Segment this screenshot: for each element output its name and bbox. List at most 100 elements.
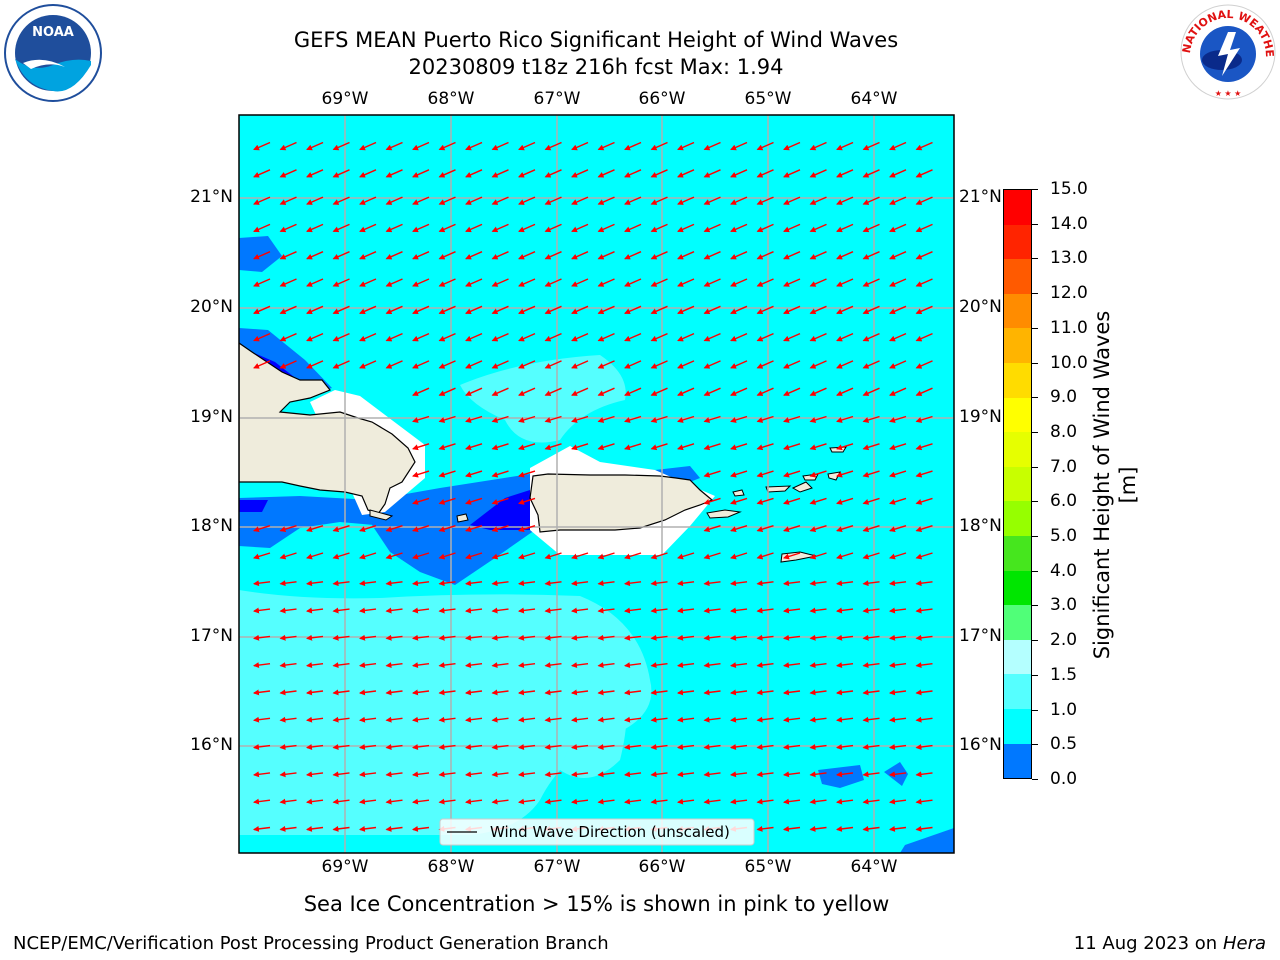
wind-direction-arrow [624,662,642,669]
wind-direction-arrow [279,825,297,832]
wind-direction-arrow [730,223,748,233]
wind-direction-arrow [385,169,403,178]
wind-direction-arrow [836,662,854,669]
wind-direction-arrow [915,689,933,696]
wind-direction-arrow [889,580,907,587]
wind-direction-arrow [332,305,350,315]
wind-direction-arrow [385,771,403,778]
wind-direction-arrow [809,169,827,178]
wind-direction-arrow [809,716,827,723]
wind-direction-arrow [677,443,695,451]
wind-direction-arrow [756,360,774,369]
colorbar-tick-label: 1.5 [1050,664,1078,685]
wind-direction-arrow [385,332,403,342]
wind-direction-arrow [650,169,668,178]
colorbar-tick-mark [1032,501,1038,503]
wind-direction-arrow [836,141,854,151]
wind-direction-arrow [571,387,589,396]
colorbar-segment [1004,362,1031,398]
wind-direction-arrow [359,744,377,750]
wind-direction-arrow [862,415,880,423]
wind-direction-arrow [730,305,748,315]
wind-direction-arrow [491,580,509,587]
wind-direction-arrow [253,607,271,614]
wind-direction-arrow [756,552,774,560]
wind-direction-arrow [597,443,615,451]
wind-direction-arrow [438,387,456,396]
wind-direction-arrow [544,387,562,396]
wind-direction-arrow [332,607,350,614]
wind-direction-arrow [915,716,933,723]
wind-direction-arrow [253,662,271,669]
wind-direction-arrow [756,716,774,723]
colorbar-tick-mark [1032,189,1038,190]
wind-direction-arrow [385,305,403,315]
wind-direction-arrow [756,387,774,396]
wind-direction-arrow [279,634,297,641]
wind-direction-arrow [915,580,933,587]
colorbar-segment [1004,328,1031,363]
chart-title-line2: 20230809 t18z 216h fcst Max: 1.94 [408,55,784,79]
wind-direction-arrow [862,580,880,587]
wind-direction-arrow [756,607,774,614]
wind-direction-arrow [491,360,509,369]
colorbar-tick-mark [1032,536,1038,538]
wind-direction-arrow [544,196,562,205]
colorbar-tick-mark [1032,258,1038,260]
wind-direction-arrow [836,305,854,315]
wind-direction-arrow [253,305,271,315]
lon-label-bottom: 68°W [427,857,475,877]
wind-direction-arrow [412,278,430,287]
island-land [706,509,742,519]
wind-direction-arrow [438,196,456,205]
wind-direction-arrow [491,196,509,205]
wind-direction-arrow [730,580,748,587]
wind-direction-arrow [889,223,907,233]
wind-direction-arrow [438,497,456,505]
wind-direction-arrow [279,552,297,560]
colorbar-segment [1004,535,1031,571]
wind-direction-arrow [438,552,456,560]
wind-direction-arrow [412,552,430,560]
wind-direction-arrow [571,223,589,233]
wind-direction-arrow [677,580,695,587]
wind-direction-arrow [253,825,271,832]
wind-direction-arrow [332,744,350,750]
colorbar-segment [1004,224,1031,260]
wind-direction-arrow [412,360,430,369]
wind-direction-arrow [518,716,536,723]
lat-label-left: 21°N [190,187,233,207]
wind-direction-arrow [253,771,271,778]
wind-direction-arrow [862,662,880,669]
wind-direction-arrow [862,716,880,723]
colorbar-tick-mark [1032,570,1038,572]
wind-direction-arrow [730,278,748,287]
wind-direction-arrow [677,141,695,151]
wind-direction-arrow [332,771,350,778]
wind-direction-arrow [783,580,801,587]
wind-direction-arrow [836,251,854,260]
wind-direction-arrow [412,825,430,832]
lat-label-right: 17°N [959,626,1002,646]
wind-direction-arrow [359,525,377,533]
wind-direction-arrow [491,141,509,151]
wind-direction-arrow [491,689,509,696]
wind-direction-arrow [332,332,350,342]
lon-label-bottom: 65°W [744,857,792,877]
wind-direction-arrow [332,223,350,233]
wind-direction-arrow [518,332,536,342]
wind-direction-arrow [809,607,827,614]
wind-direction-arrow [359,634,377,641]
colorbar-tick-label: 10.0 [1050,352,1088,373]
wind-direction-arrow [836,332,854,342]
map-frame [238,114,955,854]
wind-direction-arrow [438,716,456,723]
wind-direction-arrow [465,332,483,342]
wind-direction-arrow [862,169,880,178]
island-land [791,481,813,493]
wind-direction-arrow [412,744,430,750]
wind-direction-arrow [862,223,880,233]
wind-direction-arrow [783,360,801,369]
wind-direction-arrow [279,689,297,696]
wind-direction-arrow [889,689,907,696]
